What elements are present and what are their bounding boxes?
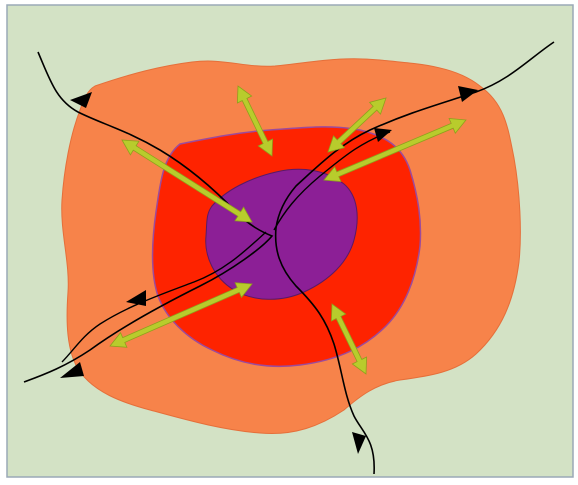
- core-zone: [205, 168, 358, 300]
- route-arrowhead: [70, 92, 92, 108]
- expansion-arrows: [109, 85, 467, 375]
- route-arrowhead: [60, 362, 84, 378]
- route-arrowhead: [126, 290, 146, 306]
- route-arrowhead: [352, 432, 366, 454]
- expansion-double-arrow: [236, 85, 274, 157]
- route-line: [273, 131, 391, 231]
- route-line: [61, 231, 267, 363]
- route-arrowhead: [374, 128, 392, 142]
- expansion-double-arrow: [327, 97, 387, 153]
- expansion-double-arrow: [323, 118, 467, 182]
- route-line: [23, 51, 274, 383]
- expansion-double-arrow: [109, 282, 253, 348]
- route-arrowhead: [458, 86, 478, 102]
- expansion-double-arrow: [121, 139, 253, 223]
- expansion-double-arrow: [330, 303, 368, 375]
- route-arrowheads: [60, 86, 478, 454]
